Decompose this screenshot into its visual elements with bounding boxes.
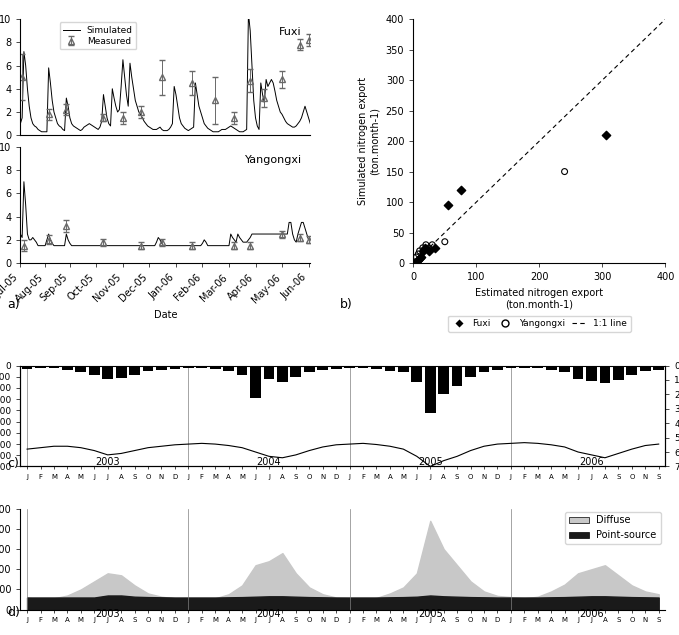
Bar xyxy=(49,366,59,368)
Y-axis label: Simulated nitrogen export
(ton.month-1): Simulated nitrogen export (ton.month-1) xyxy=(359,77,380,205)
Text: 2003: 2003 xyxy=(96,609,120,619)
Point xyxy=(414,246,425,256)
Point xyxy=(413,255,424,265)
Point xyxy=(424,246,435,256)
Point xyxy=(411,257,422,267)
Bar xyxy=(384,366,395,371)
Point xyxy=(559,166,570,177)
Text: b): b) xyxy=(340,298,352,311)
Simulated xyxy=(215,128,223,136)
Bar xyxy=(398,366,409,372)
Bar xyxy=(559,366,570,372)
Simulated xyxy=(25,102,33,110)
Bar xyxy=(223,366,234,371)
Bar xyxy=(600,366,610,384)
Text: Yangongxi: Yangongxi xyxy=(244,155,301,165)
Bar xyxy=(183,366,194,368)
Text: d): d) xyxy=(7,606,20,619)
Point xyxy=(418,243,428,253)
Text: 2006: 2006 xyxy=(579,609,604,619)
Bar xyxy=(344,366,355,368)
Bar xyxy=(572,366,583,379)
Bar xyxy=(586,366,597,381)
Point xyxy=(600,130,611,140)
Bar xyxy=(653,366,664,370)
Bar xyxy=(439,366,449,394)
Text: 2006: 2006 xyxy=(579,457,604,467)
Simulated xyxy=(124,102,132,110)
Bar xyxy=(425,366,436,413)
X-axis label: Estimated nitrogen export
(ton.month-1): Estimated nitrogen export (ton.month-1) xyxy=(475,288,604,309)
Bar xyxy=(196,366,207,368)
Bar xyxy=(505,366,516,368)
Bar xyxy=(156,366,167,370)
Bar xyxy=(22,366,33,369)
Point xyxy=(420,239,431,250)
Bar xyxy=(170,366,181,369)
Point xyxy=(443,200,454,210)
Bar xyxy=(291,366,301,377)
Text: 2005: 2005 xyxy=(418,609,443,619)
Bar xyxy=(331,366,342,369)
Bar xyxy=(317,366,328,370)
Line: Simulated: Simulated xyxy=(20,13,310,132)
Text: c): c) xyxy=(7,457,18,470)
Bar xyxy=(627,366,637,375)
Text: a): a) xyxy=(7,298,20,311)
Bar xyxy=(546,366,557,370)
Point xyxy=(430,243,441,253)
Point xyxy=(416,252,426,262)
Simulated xyxy=(52,114,60,122)
Simulated xyxy=(306,120,314,128)
Legend: Simulated, Measured: Simulated, Measured xyxy=(60,22,136,50)
Text: 2004: 2004 xyxy=(257,609,281,619)
Simulated xyxy=(46,79,54,87)
Simulated xyxy=(37,128,45,136)
Bar xyxy=(89,366,100,375)
Bar xyxy=(519,366,530,368)
Point xyxy=(419,243,430,253)
Bar xyxy=(210,366,221,369)
Point xyxy=(427,239,438,250)
X-axis label: Date: Date xyxy=(153,310,177,320)
Bar xyxy=(263,366,274,379)
Bar xyxy=(143,366,153,371)
Point xyxy=(414,253,425,264)
Text: Fuxi: Fuxi xyxy=(279,27,301,37)
Point xyxy=(424,243,435,253)
Legend: Fuxi, Yangongxi, 1:1 line: Fuxi, Yangongxi, 1:1 line xyxy=(448,316,631,331)
Point xyxy=(418,246,428,256)
Bar xyxy=(62,366,73,370)
Bar xyxy=(103,366,113,379)
Text: 2004: 2004 xyxy=(257,457,281,467)
Text: 2005: 2005 xyxy=(418,457,443,467)
Bar xyxy=(465,366,476,377)
Point xyxy=(455,185,466,195)
Text: 2003: 2003 xyxy=(96,457,120,467)
Bar xyxy=(277,366,288,382)
Bar xyxy=(492,366,503,370)
Legend: Diffuse, Point-source: Diffuse, Point-source xyxy=(566,512,661,544)
Bar xyxy=(35,366,46,368)
Simulated xyxy=(16,120,24,128)
Bar xyxy=(411,366,422,382)
Simulated xyxy=(244,10,253,17)
Bar xyxy=(479,366,490,372)
Bar xyxy=(75,366,86,372)
Bar xyxy=(532,366,543,368)
Bar xyxy=(237,366,247,375)
Bar xyxy=(250,366,261,398)
Simulated xyxy=(242,126,251,133)
Bar xyxy=(640,366,650,371)
Bar xyxy=(613,366,624,380)
Bar xyxy=(129,366,140,375)
Point xyxy=(411,252,422,262)
Bar xyxy=(304,366,314,372)
Bar xyxy=(371,366,382,369)
Bar xyxy=(452,366,462,385)
Bar xyxy=(116,366,126,378)
Bar xyxy=(358,366,369,368)
Point xyxy=(413,249,424,259)
Point xyxy=(439,237,450,247)
